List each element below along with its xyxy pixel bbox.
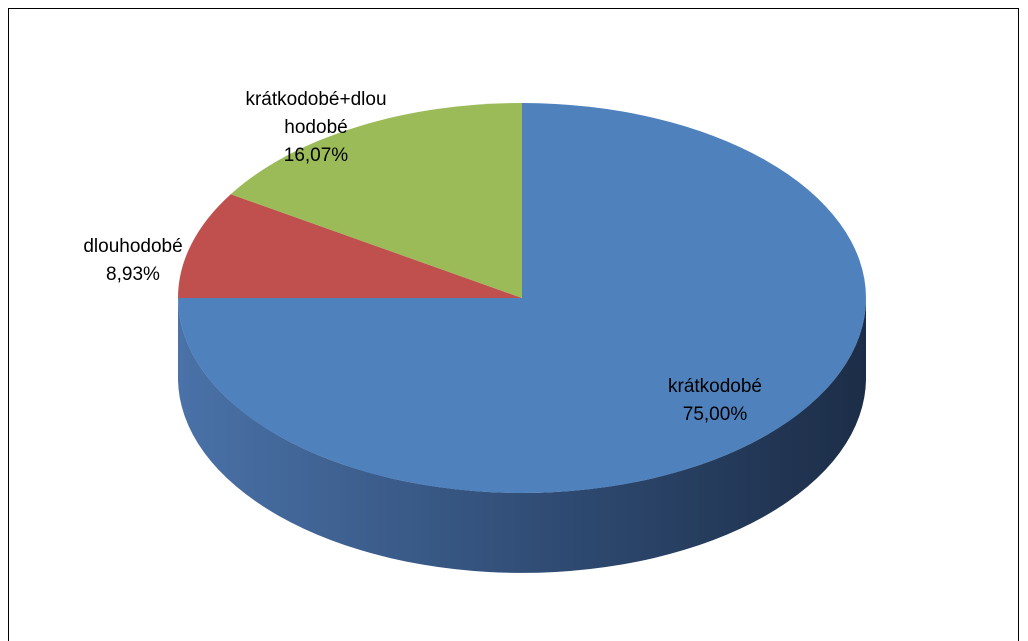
slice — [178, 194, 522, 298]
data-label: krátkodobé+dlouhodobé 16,07% — [241, 86, 391, 170]
data-label: krátkodobé 75,00% — [668, 373, 762, 429]
slice — [230, 103, 523, 298]
label-value: 16,07% — [283, 145, 349, 166]
label-value: 8,93% — [106, 264, 160, 285]
label-category: dlouhodobé — [83, 236, 183, 257]
label-category: krátkodobé — [667, 376, 763, 397]
label-value: 75,00% — [682, 404, 748, 425]
data-label: dlouhodobé 8,93% — [83, 233, 182, 289]
chart-border — [8, 8, 1019, 641]
slice-side — [178, 298, 866, 573]
label-category: krátkodobé+dlouhodobé — [245, 89, 387, 138]
